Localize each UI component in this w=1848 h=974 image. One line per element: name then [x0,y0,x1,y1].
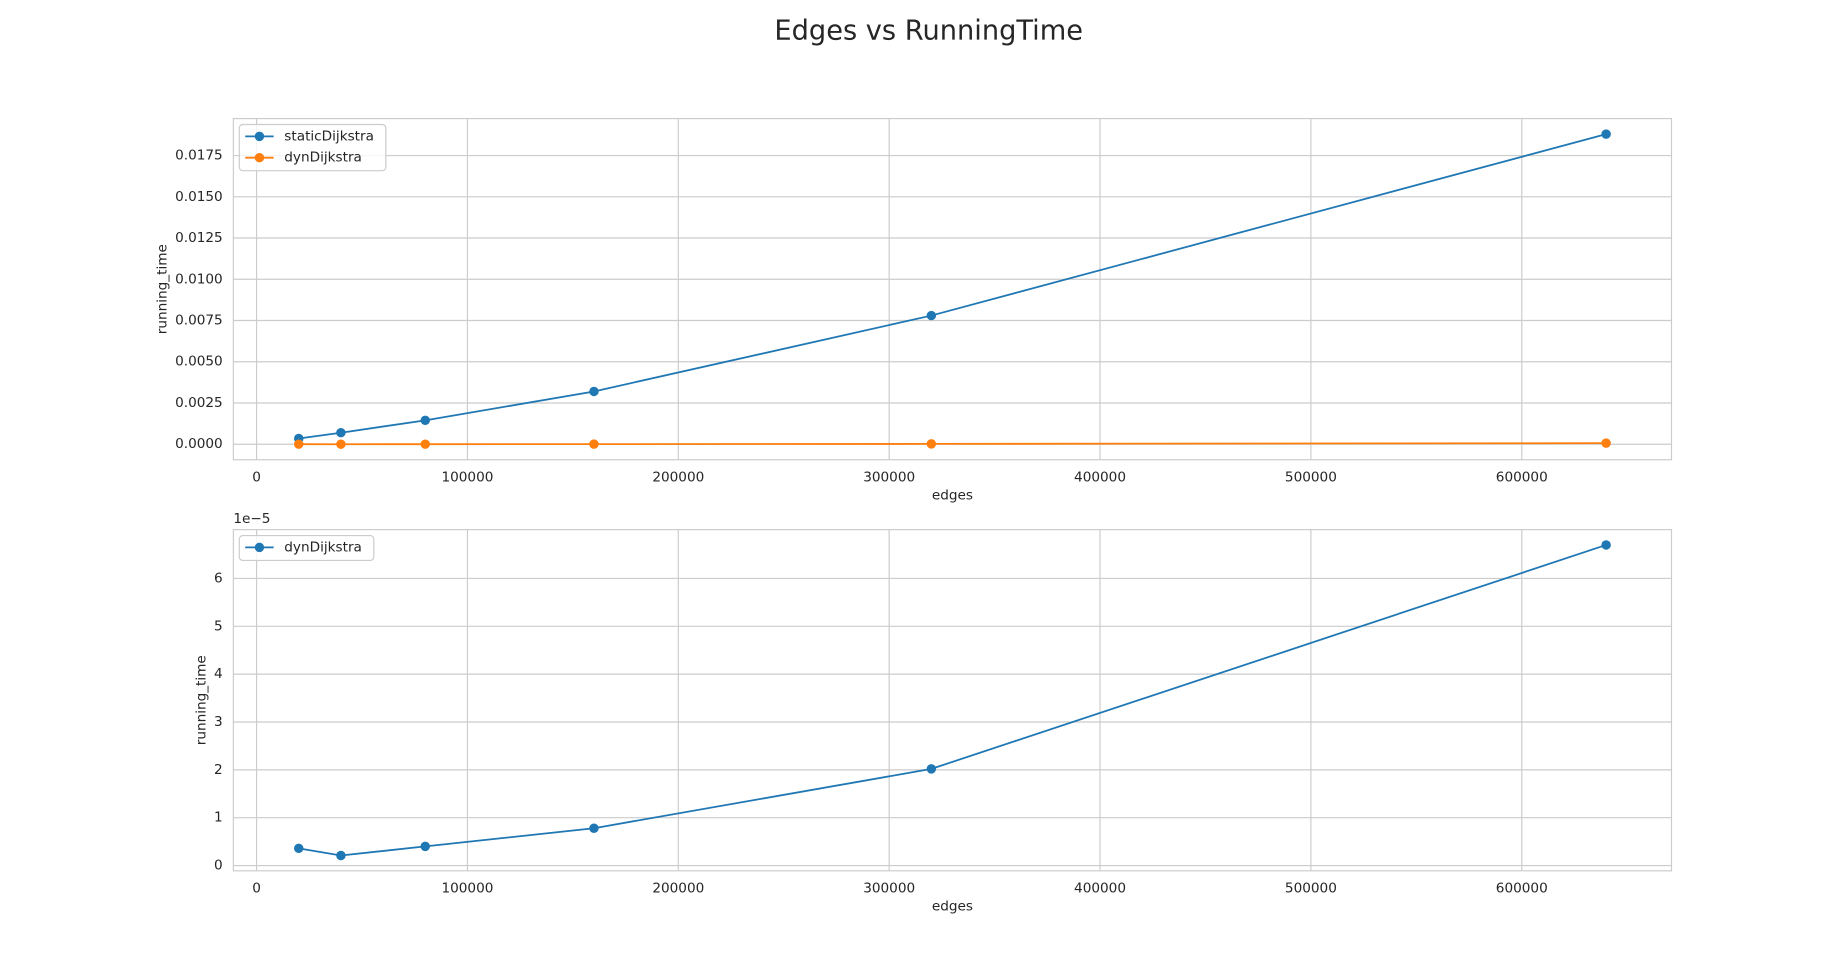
x-tick-label: 500000 [1285,881,1337,897]
data-point [1601,438,1611,448]
y-tick-label: 0.0150 [175,189,223,205]
x-axis-label: edges [932,487,973,503]
axis-offset-label: 1e−5 [233,511,270,527]
y-tick-label: 6 [214,570,223,586]
figure-title: Edges vs RunningTime [774,16,1083,47]
legend: dynDijkstra [238,534,375,562]
data-point [420,439,430,449]
data-point [926,439,937,449]
x-tick-label: 200000 [652,470,704,486]
x-tick-label: 400000 [1074,470,1126,486]
x-tick-label: 400000 [1074,881,1126,897]
y-tick-label: 4 [214,666,223,682]
data-point [926,310,937,321]
legend: staticDijkstra dynDijkstra [238,123,387,172]
x-tick-label: 600000 [1496,470,1548,486]
x-tick-label: 600000 [1496,881,1548,897]
y-tick-label: 0.0175 [175,148,223,164]
y-axis-label: running_time [154,244,170,334]
y-tick-label: 3 [214,714,223,730]
data-point [926,764,937,774]
data-point [336,439,346,449]
data-point [336,850,346,861]
y-tick-label: 0.0000 [175,436,223,452]
legend-label: dynDijkstra [284,539,362,555]
axes-frame [232,117,1673,461]
y-tick-label: 0.0125 [175,230,223,246]
legend-frame [238,534,375,562]
data-point [420,841,430,852]
legend-label: staticDijkstra [284,128,374,144]
x-tick-label: 100000 [441,881,493,897]
x-tick-label: 200000 [652,881,704,897]
data-point [336,427,346,438]
series-line [298,544,1607,857]
y-tick-label: 0 [214,858,223,874]
x-tick-label: 0 [252,470,261,486]
data-point [420,415,430,426]
x-tick-label: 100000 [441,470,493,486]
data-point [589,823,599,833]
legend-marker [254,152,265,163]
y-tick-label: 0.0050 [175,354,223,370]
y-axis-label: running_time [193,655,209,745]
y-tick-label: 1 [214,810,223,826]
data-point [1601,129,1611,139]
y-tick-label: 0.0025 [175,395,223,411]
x-axis-label: edges [932,898,973,914]
y-tick-label: 2 [214,762,223,778]
y-tick-label: 0.0100 [175,271,223,287]
data-point [589,386,599,397]
legend-marker [254,542,265,553]
y-tick-label: 5 [214,618,223,634]
x-tick-label: 300000 [863,881,915,897]
axes-frame [232,529,1673,872]
legend-frame [238,123,387,172]
legend-label: dynDijkstra [284,150,362,166]
x-tick-label: 500000 [1285,470,1337,486]
data-point [1601,540,1611,550]
series-line [298,133,1607,440]
data-point [294,439,304,449]
x-tick-label: 0 [252,881,261,897]
data-point [294,843,304,854]
x-tick-label: 300000 [863,470,915,486]
series-line [298,442,1607,446]
y-tick-label: 0.0075 [175,313,223,329]
legend-marker [254,131,265,142]
data-point [589,439,599,449]
